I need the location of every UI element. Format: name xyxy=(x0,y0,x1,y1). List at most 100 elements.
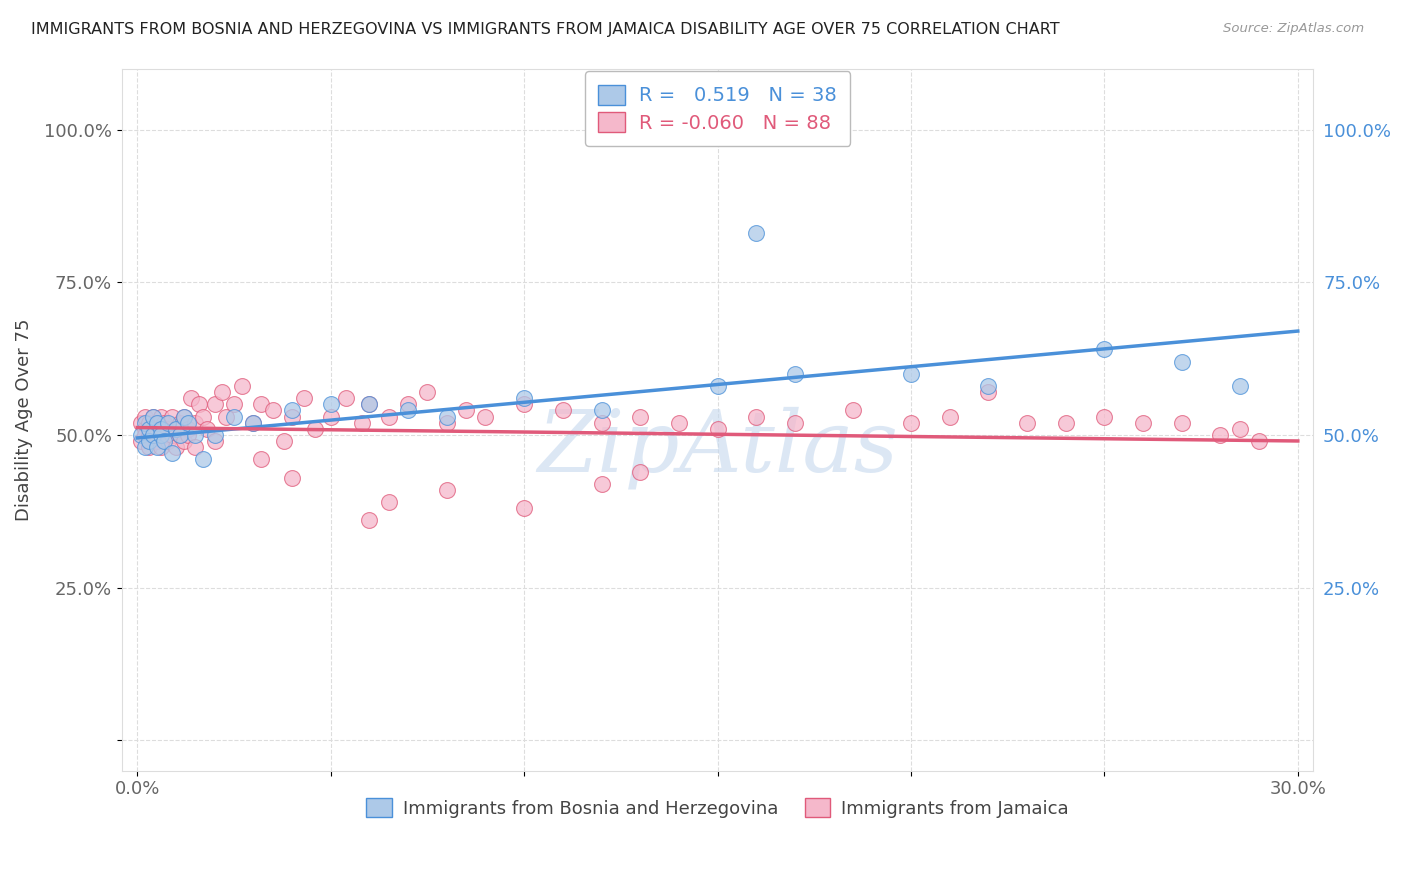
Text: IMMIGRANTS FROM BOSNIA AND HERZEGOVINA VS IMMIGRANTS FROM JAMAICA DISABILITY AGE: IMMIGRANTS FROM BOSNIA AND HERZEGOVINA V… xyxy=(31,22,1060,37)
Point xyxy=(145,434,167,448)
Point xyxy=(138,416,160,430)
Point xyxy=(165,422,187,436)
Point xyxy=(173,434,195,448)
Point xyxy=(211,385,233,400)
Point xyxy=(145,440,167,454)
Point xyxy=(396,397,419,411)
Point xyxy=(783,367,806,381)
Point xyxy=(149,409,172,424)
Point xyxy=(169,416,191,430)
Point xyxy=(706,379,728,393)
Point xyxy=(138,422,160,436)
Point xyxy=(134,422,156,436)
Point xyxy=(1015,416,1038,430)
Point xyxy=(436,409,458,424)
Point xyxy=(160,428,183,442)
Point xyxy=(1171,354,1194,368)
Point xyxy=(134,416,156,430)
Point xyxy=(149,422,172,436)
Point xyxy=(977,385,1000,400)
Point xyxy=(783,416,806,430)
Point xyxy=(142,409,165,424)
Point xyxy=(456,403,478,417)
Point xyxy=(222,397,245,411)
Point xyxy=(1092,409,1115,424)
Point xyxy=(1229,422,1251,436)
Point xyxy=(513,391,536,405)
Point xyxy=(273,434,295,448)
Point xyxy=(142,422,165,436)
Point xyxy=(176,416,198,430)
Text: Source: ZipAtlas.com: Source: ZipAtlas.com xyxy=(1223,22,1364,36)
Point xyxy=(335,391,357,405)
Point xyxy=(138,428,160,442)
Point xyxy=(176,428,198,442)
Point xyxy=(436,483,458,497)
Point xyxy=(292,391,315,405)
Point xyxy=(129,416,152,430)
Point xyxy=(262,403,284,417)
Point xyxy=(250,452,273,467)
Point xyxy=(157,422,180,436)
Point xyxy=(188,397,211,411)
Point xyxy=(153,428,176,442)
Point xyxy=(165,422,187,436)
Point xyxy=(149,440,172,454)
Point xyxy=(591,403,613,417)
Point xyxy=(204,397,226,411)
Point xyxy=(319,409,342,424)
Point xyxy=(359,397,381,411)
Point xyxy=(191,452,214,467)
Point xyxy=(204,434,226,448)
Point xyxy=(474,409,496,424)
Point xyxy=(1054,416,1077,430)
Y-axis label: Disability Age Over 75: Disability Age Over 75 xyxy=(15,318,32,521)
Legend: Immigrants from Bosnia and Herzegovina, Immigrants from Jamaica: Immigrants from Bosnia and Herzegovina, … xyxy=(359,791,1076,825)
Point xyxy=(359,397,381,411)
Point xyxy=(153,434,176,448)
Point xyxy=(1171,416,1194,430)
Point xyxy=(745,227,768,241)
Point xyxy=(977,379,1000,393)
Point xyxy=(173,409,195,424)
Point xyxy=(281,470,304,484)
Point xyxy=(184,428,207,442)
Point xyxy=(169,428,191,442)
Point xyxy=(222,409,245,424)
Point xyxy=(842,403,865,417)
Point xyxy=(157,416,180,430)
Point xyxy=(129,428,152,442)
Point xyxy=(350,416,373,430)
Point xyxy=(153,416,176,430)
Point xyxy=(134,409,156,424)
Point xyxy=(160,446,183,460)
Point xyxy=(184,416,207,430)
Point xyxy=(551,403,574,417)
Point xyxy=(900,416,922,430)
Point xyxy=(191,409,214,424)
Point xyxy=(591,476,613,491)
Point xyxy=(250,397,273,411)
Point xyxy=(900,367,922,381)
Point xyxy=(160,409,183,424)
Point xyxy=(436,416,458,430)
Point xyxy=(1092,343,1115,357)
Point xyxy=(416,385,439,400)
Point xyxy=(304,422,326,436)
Point xyxy=(706,422,728,436)
Point xyxy=(138,434,160,448)
Point xyxy=(157,434,180,448)
Point xyxy=(281,403,304,417)
Point xyxy=(134,440,156,454)
Point xyxy=(396,403,419,417)
Text: ZipAtlas: ZipAtlas xyxy=(537,407,898,489)
Point xyxy=(591,416,613,430)
Point xyxy=(169,428,191,442)
Point xyxy=(668,416,690,430)
Point xyxy=(242,416,264,430)
Point xyxy=(745,409,768,424)
Point xyxy=(142,409,165,424)
Point xyxy=(180,391,202,405)
Point xyxy=(281,409,304,424)
Point xyxy=(142,428,165,442)
